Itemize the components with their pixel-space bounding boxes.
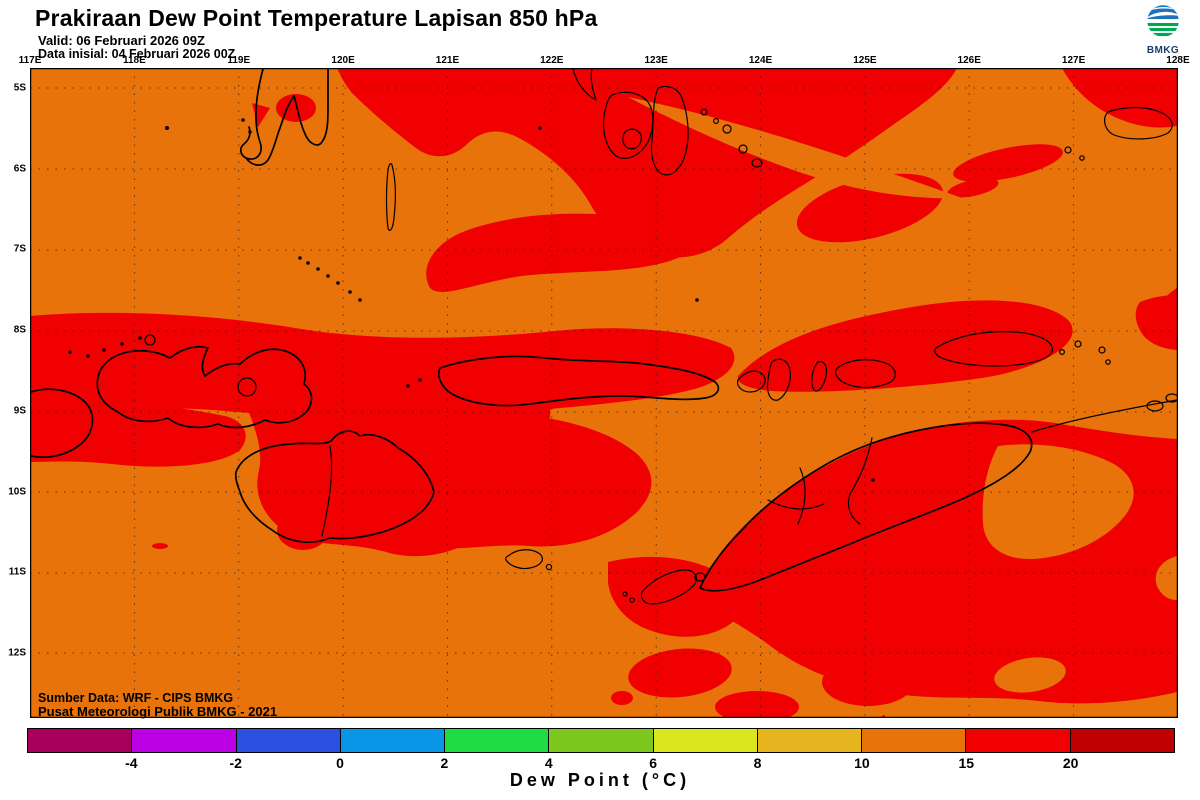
colorbar-segment	[966, 729, 1071, 752]
lat-label: 7S	[13, 243, 26, 255]
colorbar-segment	[236, 729, 341, 752]
colorbar-segment	[340, 729, 446, 752]
lon-label: 125E	[853, 55, 877, 66]
init-time-label: Data inisial: 04 Februari 2026 00Z	[38, 47, 236, 61]
lon-label: 120E	[331, 55, 355, 66]
colorbar-segment	[549, 729, 654, 752]
lon-label: 127E	[1061, 55, 1086, 66]
page-title: Prakiraan Dew Point Temperature Lapisan …	[35, 5, 598, 31]
colorbar-tick-label: 4	[544, 755, 553, 771]
colorbar-tick-labels: -4 -2 0 2 4 6 8 10 15 20	[27, 755, 1175, 773]
bmkg-logo: BMKG	[1138, 2, 1188, 56]
lat-label: 5S	[13, 82, 26, 94]
lat-label: 11S	[8, 566, 26, 578]
publisher-credit: Pusat Meteorologi Publik BMKG - 2021	[38, 704, 278, 719]
colorbar-tick-label: -2	[229, 755, 242, 771]
colorbar-segment	[653, 729, 758, 752]
lat-label: 12S	[8, 647, 26, 659]
colorbar-segment	[28, 729, 133, 752]
lat-label: 9S	[13, 405, 26, 417]
weather-map	[28, 66, 1180, 724]
colorbar-segment	[445, 729, 550, 752]
colorbar-tick-label: 2	[440, 755, 449, 771]
lat-label: 8S	[13, 324, 26, 336]
lon-label: 128E	[1166, 55, 1190, 66]
colorbar-tick-label: 10	[854, 755, 870, 771]
valid-time-label: Valid: 06 Februari 2026 09Z	[38, 33, 205, 48]
colorbar-segment	[862, 729, 967, 752]
colorbar-tick-label: 20	[1062, 755, 1079, 771]
lat-label: 10S	[8, 486, 26, 498]
map-frame	[28, 66, 1180, 724]
lon-label: 118E	[122, 55, 146, 66]
colorbar-tick-label: 8	[753, 755, 762, 771]
orange-holes	[628, 97, 1177, 693]
colorbar-segment	[757, 729, 863, 752]
colorbar-segment	[132, 729, 237, 752]
colorbar	[27, 728, 1175, 753]
lon-label: 119E	[227, 55, 251, 66]
lon-label: 126E	[957, 55, 981, 66]
lon-label: 124E	[748, 55, 773, 66]
lat-label: 6S	[13, 163, 26, 175]
lon-label: 123E	[644, 55, 668, 66]
colorbar-tick-label: 0	[336, 755, 344, 771]
colorbar-tick-label: 15	[958, 755, 975, 771]
lon-label: 121E	[435, 55, 460, 66]
colorbar-tick-label: 6	[649, 755, 658, 771]
lon-label: 117E	[18, 55, 42, 66]
island-specks	[68, 118, 875, 482]
bmkg-logo-icon	[1147, 5, 1179, 37]
data-source-credit: Sumber Data: WRF - CIPS BMKG	[38, 691, 234, 705]
colorbar-segment	[1070, 729, 1174, 752]
coastlines	[30, 68, 1179, 605]
bmkg-logo-label: BMKG	[1146, 45, 1180, 56]
colorbar-tick-label: -4	[125, 755, 138, 771]
lon-label: 122E	[540, 55, 564, 66]
colorbar-title: Dew Point (°C)	[509, 770, 691, 790]
